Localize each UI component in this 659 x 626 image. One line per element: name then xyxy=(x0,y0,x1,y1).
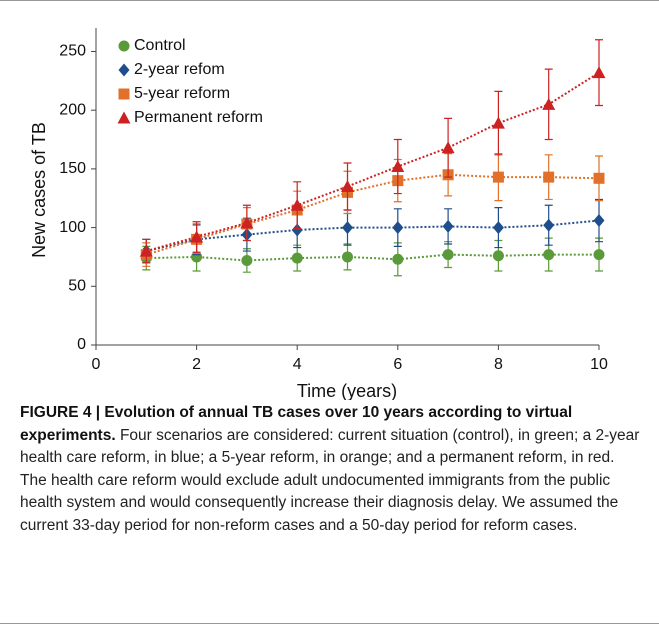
marker xyxy=(492,250,504,262)
marker xyxy=(291,252,303,264)
marker xyxy=(442,219,454,233)
marker xyxy=(341,180,354,192)
caption-text: Four scenarios are considered: current s… xyxy=(20,426,640,534)
marker xyxy=(118,63,130,77)
legend-label: Control xyxy=(134,37,186,54)
marker xyxy=(442,249,454,261)
marker xyxy=(291,223,303,237)
marker xyxy=(290,198,304,211)
y-tick-label: 150 xyxy=(59,160,86,177)
y-tick-label: 250 xyxy=(59,43,86,60)
y-tick-label: 200 xyxy=(59,101,86,118)
trend-line xyxy=(146,253,599,262)
marker xyxy=(492,221,504,235)
y-tick-label: 0 xyxy=(77,336,86,353)
marker xyxy=(391,160,405,173)
x-tick-label: 10 xyxy=(590,356,608,373)
x-tick-label: 4 xyxy=(293,356,302,373)
trend-line xyxy=(146,219,600,253)
chart: Time (years) New cases of TB 05010015020… xyxy=(29,28,608,400)
marker xyxy=(543,249,555,261)
marker xyxy=(392,221,404,235)
marker xyxy=(492,171,504,183)
marker xyxy=(593,172,605,184)
marker xyxy=(240,216,254,229)
marker xyxy=(542,97,556,110)
trend-line xyxy=(146,173,600,256)
marker xyxy=(190,230,204,243)
marker xyxy=(342,251,353,263)
frame-line xyxy=(0,623,659,624)
marker xyxy=(392,253,404,265)
marker xyxy=(118,88,130,100)
x-axis-label: Time (years) xyxy=(297,381,397,400)
y-axis-label: New cases of TB xyxy=(29,122,49,258)
legend-label: 2-year refom xyxy=(134,61,225,78)
y-tick-label: 100 xyxy=(59,219,86,236)
marker xyxy=(241,254,253,266)
marker xyxy=(543,171,555,183)
marker xyxy=(491,116,505,129)
frame-line xyxy=(0,0,659,1)
caption-label: FIGURE 4 | Evolution of annual TB cases … xyxy=(20,404,573,444)
marker xyxy=(592,66,606,79)
marker xyxy=(139,244,153,257)
marker xyxy=(593,249,605,261)
marker xyxy=(593,214,605,228)
x-tick-label: 6 xyxy=(393,356,402,373)
marker xyxy=(342,221,353,235)
marker xyxy=(543,218,555,232)
marker xyxy=(441,141,455,154)
marker xyxy=(118,40,130,52)
x-tick-label: 8 xyxy=(494,356,503,373)
x-tick-label: 0 xyxy=(92,356,101,373)
caption: FIGURE 4 | Evolution of annual TB cases … xyxy=(20,402,640,537)
marker xyxy=(117,111,131,124)
legend-label: 5-year reform xyxy=(134,85,230,102)
x-tick-label: 2 xyxy=(192,356,201,373)
legend-label: Permanent reform xyxy=(134,109,263,126)
y-tick-label: 50 xyxy=(68,278,86,295)
